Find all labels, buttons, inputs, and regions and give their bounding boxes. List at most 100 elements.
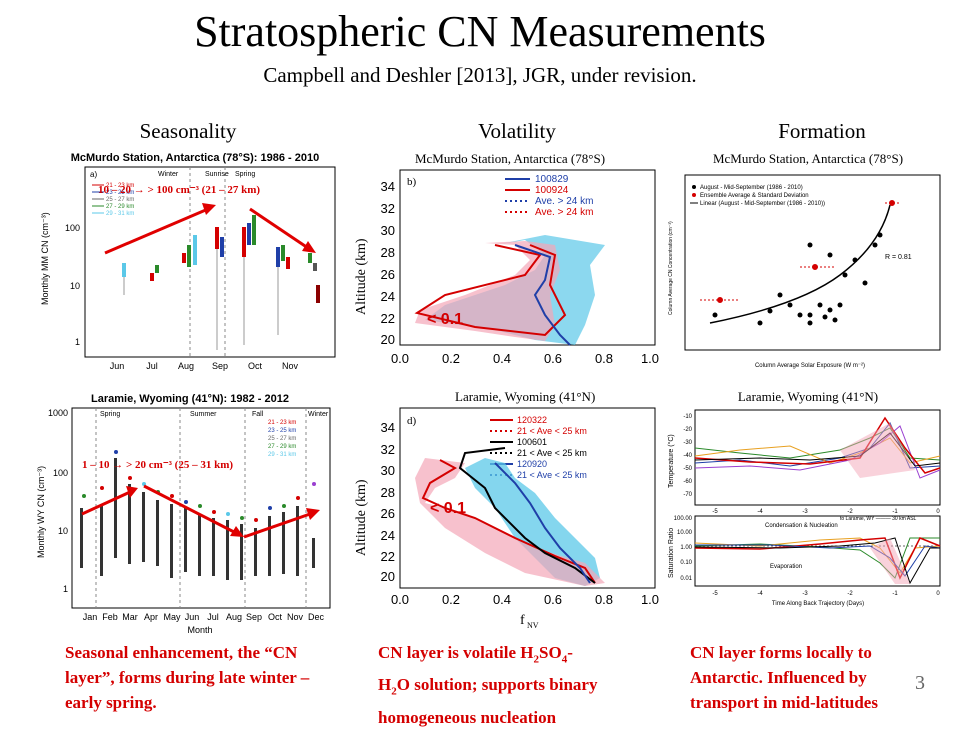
mcmurdo-seasonality-chart: McMurdo Station, Antarctica (78°S): 1986…	[40, 152, 336, 371]
svg-text:Jan: Jan	[83, 612, 98, 622]
svg-text:Jun: Jun	[185, 612, 200, 622]
x-axis-label: f	[520, 613, 525, 628]
svg-text:10.00: 10.00	[677, 530, 693, 536]
svg-text:-20: -20	[683, 427, 692, 433]
svg-text:24: 24	[381, 289, 395, 304]
legend: 100829 100924 Ave. > 24 km Ave. > 24 km	[505, 174, 593, 218]
svg-text:-3: -3	[802, 509, 808, 515]
svg-text:Winter: Winter	[308, 411, 329, 418]
x-axis-label: Time Along Back Trajectory (Days)	[772, 601, 864, 607]
svg-text:23 - 25 km: 23 - 25 km	[268, 428, 296, 434]
svg-text:0.4: 0.4	[493, 592, 511, 607]
seasonality-annotation: 10 – 20 → > 100 cm⁻³ (21 – 27 km)	[98, 184, 260, 196]
svg-text:Aug: Aug	[226, 612, 242, 622]
r-value: R = 0.81	[885, 254, 912, 261]
svg-text:-5: -5	[712, 591, 718, 597]
evaporation-label: Evaporation	[770, 564, 802, 570]
condensation-label: Condensation & Nucleation	[765, 523, 838, 529]
svg-text:1.0: 1.0	[641, 592, 659, 607]
svg-text:Nov: Nov	[282, 361, 299, 371]
svg-text:28: 28	[381, 485, 395, 500]
laramie-formation-chart: Laramie, Wyoming (41°N) Temperature (°C)…	[667, 389, 941, 607]
svg-text:1: 1	[63, 584, 68, 594]
svg-text:1: 1	[75, 337, 80, 347]
svg-text:0.0: 0.0	[391, 592, 409, 607]
svg-text:-30: -30	[683, 440, 692, 446]
svg-text:Sep: Sep	[246, 612, 262, 622]
laramie-volatility-chart: Laramie, Wyoming (41°N) d) 120322 21 < A…	[354, 389, 659, 630]
y-axis-label-bottom: Saturation Ratio	[668, 528, 675, 578]
svg-text:Ensemble Average & Standard De: Ensemble Average & Standard Deviation	[700, 193, 809, 199]
y-axis-label: Altitude (km)	[354, 479, 369, 556]
svg-text:24: 24	[381, 528, 395, 543]
svg-text:22: 22	[381, 549, 395, 564]
caption-seasonality: Seasonal enhancement, the “CN layer”, fo…	[65, 643, 310, 712]
svg-text:-70: -70	[683, 492, 692, 498]
svg-text:100829: 100829	[535, 174, 569, 185]
svg-text:0.2: 0.2	[442, 351, 460, 366]
column-heading-seasonality: Seasonality	[139, 119, 237, 143]
column-heading-formation: Formation	[778, 119, 866, 143]
svg-text:26: 26	[381, 267, 395, 282]
svg-text:32: 32	[381, 201, 395, 216]
season-label: Winter	[158, 171, 179, 178]
trend-arrows	[104, 203, 316, 255]
ensemble-points	[700, 200, 900, 303]
svg-text:25 - 27 km: 25 - 27 km	[106, 197, 134, 203]
svg-text:Spring: Spring	[100, 411, 120, 418]
svg-text:-2: -2	[847, 509, 853, 515]
slide-title: Stratospheric CN Measurements	[194, 7, 766, 56]
svg-text:-50: -50	[683, 466, 692, 472]
svg-text:Feb: Feb	[102, 612, 118, 622]
panel-title: McMurdo Station, Antarctica (78°S): 1986…	[71, 152, 320, 164]
svg-text:Dec: Dec	[308, 612, 325, 622]
svg-text:21 < Ave < 25 km: 21 < Ave < 25 km	[517, 470, 587, 480]
data-columns	[80, 450, 316, 580]
svg-text:100924: 100924	[535, 185, 569, 196]
page-number: 3	[915, 672, 925, 694]
svg-text:-1: -1	[892, 509, 898, 515]
svg-text:10: 10	[58, 526, 68, 536]
svg-text:0.10: 0.10	[680, 560, 692, 566]
svg-text:Nov: Nov	[287, 612, 304, 622]
y-axis-label: Monthly WY CN (cm⁻³)	[36, 466, 46, 558]
svg-text:21 < Ave < 25 km: 21 < Ave < 25 km	[517, 448, 587, 458]
svg-text:22: 22	[381, 311, 395, 326]
svg-text:Summer: Summer	[190, 411, 217, 418]
svg-text:Oct: Oct	[268, 612, 283, 622]
legend: 120322 21 < Ave < 25 km 100601 21 < Ave …	[490, 415, 587, 480]
svg-text:Sep: Sep	[212, 361, 228, 371]
svg-text:27 - 29 km: 27 - 29 km	[268, 444, 296, 450]
svg-text:-1: -1	[892, 591, 898, 597]
data-bars	[122, 215, 320, 350]
panel-title: Laramie, Wyoming (41°N)	[738, 389, 878, 404]
svg-text:0.8: 0.8	[595, 351, 613, 366]
laramie-seasonality-chart: Laramie, Wyoming (41°N): 1982 - 2012 Spr…	[36, 393, 331, 635]
svg-text:27 - 29 km: 27 - 29 km	[106, 204, 134, 210]
svg-text:-3: -3	[802, 591, 808, 597]
svg-text:34: 34	[381, 179, 395, 194]
svg-text:Jul: Jul	[146, 361, 158, 371]
svg-text:Jul: Jul	[207, 612, 219, 622]
y-axis-label-top: Temperature (°C)	[667, 434, 675, 488]
svg-text:-10: -10	[683, 414, 692, 420]
column-heading-volatility: Volatility	[478, 119, 556, 143]
mcmurdo-volatility-chart: McMurdo Station, Antarctica (78°S) b) 10…	[354, 151, 659, 366]
svg-text:-4: -4	[757, 591, 763, 597]
volatility-annotation: < 0.1	[430, 500, 466, 517]
svg-text:1000: 1000	[48, 408, 68, 418]
svg-text:May: May	[163, 612, 181, 622]
svg-text:Mar: Mar	[122, 612, 138, 622]
svg-text:25 - 27 km: 25 - 27 km	[268, 436, 296, 442]
mcmurdo-formation-chart: McMurdo Station, Antarctica (78°S) Augus…	[668, 151, 941, 369]
svg-text:0.6: 0.6	[544, 351, 562, 366]
legend: 21 - 23 km 23 - 25 km 25 - 27 km 27 - 29…	[92, 183, 134, 217]
svg-text:NV: NV	[527, 621, 539, 630]
svg-text:20: 20	[381, 332, 395, 347]
panel-title: McMurdo Station, Antarctica (78°S)	[415, 151, 605, 166]
x-axis-label: Month	[187, 625, 212, 635]
svg-text:21 - 23 km: 21 - 23 km	[106, 183, 134, 189]
svg-text:-4: -4	[757, 509, 763, 515]
svg-text:30: 30	[381, 463, 395, 478]
panel-label: a)	[90, 170, 97, 179]
